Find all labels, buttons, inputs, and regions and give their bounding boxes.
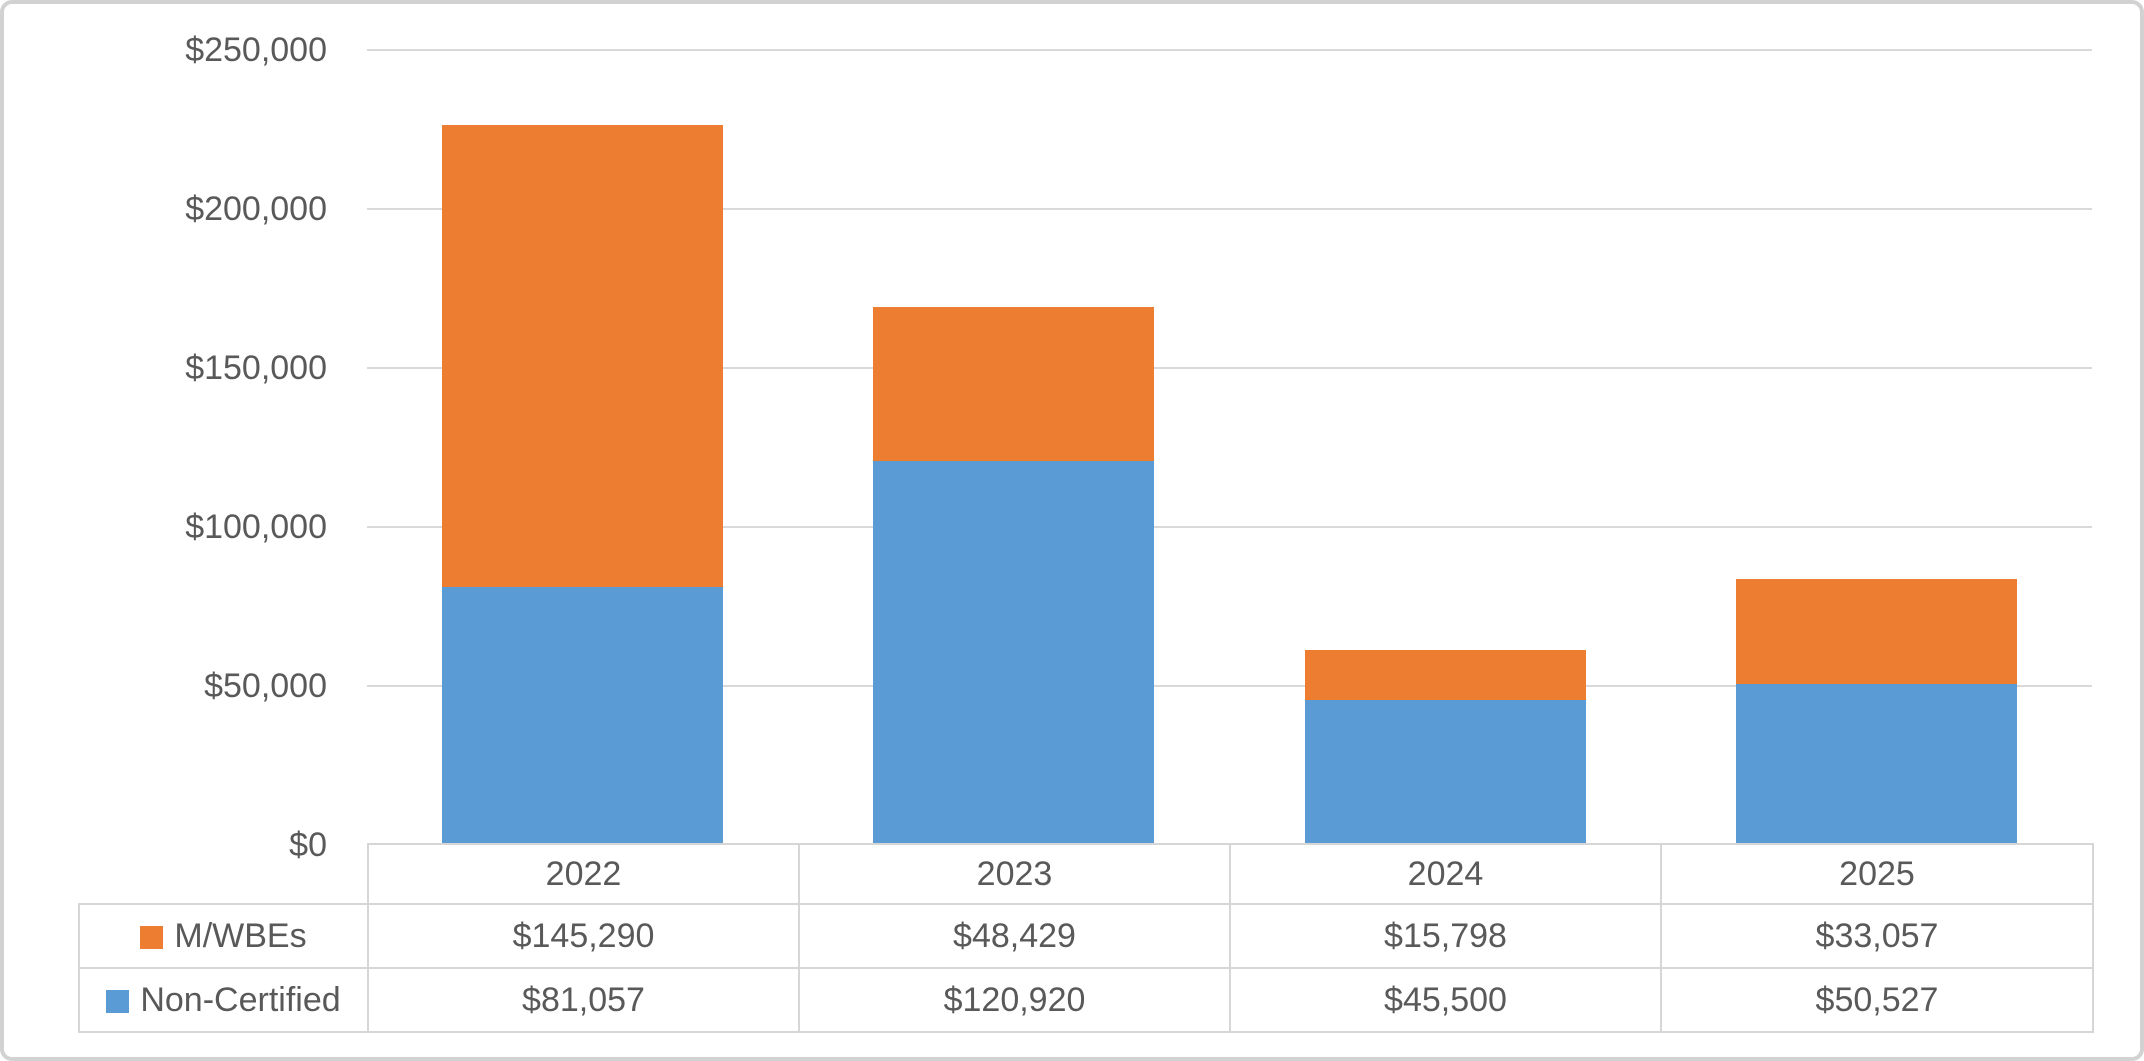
gridline (367, 367, 2092, 369)
table-value-cell: $33,057 (1660, 903, 2094, 969)
y-axis-tick-label: $200,000 (185, 190, 327, 228)
bar-segment-mwbes-2025 (1735, 579, 2017, 685)
legend-label: M/WBEs (174, 916, 307, 955)
bar-segment-non-certified-2025 (1735, 684, 2017, 845)
y-axis-tick-label: $150,000 (185, 349, 327, 387)
table-value-cell: $120,920 (798, 967, 1231, 1033)
table-header-cell-year: 2023 (798, 843, 1231, 905)
y-axis-tick-label: $0 (289, 826, 327, 864)
bar-segment-mwbes-2022 (442, 125, 724, 588)
bar-segment-non-certified-2023 (873, 460, 1155, 845)
bar-segment-mwbes-2024 (1304, 650, 1586, 701)
legend-cell: M/WBEs (78, 903, 369, 969)
table-value-cell: $145,290 (367, 903, 800, 969)
y-axis-tick-label: $100,000 (185, 508, 327, 546)
table-value-cell: $15,798 (1229, 903, 1662, 969)
table-header-cell-year: 2024 (1229, 843, 1662, 905)
table-row: Non-Certified $81,057 $120,920 $45,500 $50,5… (78, 967, 2094, 1033)
bar-segment-mwbes-2023 (873, 306, 1155, 461)
table-row: M/WBEs $145,290 $48,429 $15,798 $33,057 (78, 903, 2094, 969)
y-axis-tick-label: $50,000 (204, 667, 327, 705)
data-table: 2022 2023 2024 2025 M/WBEs $145,290 $48,429 $15… (78, 843, 2094, 1033)
table-value-cell: $50,527 (1660, 967, 2094, 1033)
gridline (367, 526, 2092, 528)
table-header-cell-year: 2025 (1660, 843, 2094, 905)
table-corner-cell (79, 844, 368, 904)
table-header-cell-year: 2022 (367, 843, 800, 905)
gridline (367, 208, 2092, 210)
table-value-cell: $45,500 (1229, 967, 1662, 1033)
table-value-cell: $81,057 (367, 967, 800, 1033)
legend-label: Non-Certified (140, 980, 341, 1019)
legend-swatch-icon (140, 925, 164, 949)
y-axis-tick-label: $250,000 (185, 31, 327, 69)
legend-swatch-icon (106, 989, 130, 1013)
bar-segment-non-certified-2022 (442, 587, 724, 845)
table-value-cell: $48,429 (798, 903, 1231, 969)
gridline (367, 685, 2092, 687)
gridline (367, 49, 2092, 51)
legend-cell: Non-Certified (78, 967, 369, 1033)
bar-segment-non-certified-2024 (1304, 700, 1586, 845)
